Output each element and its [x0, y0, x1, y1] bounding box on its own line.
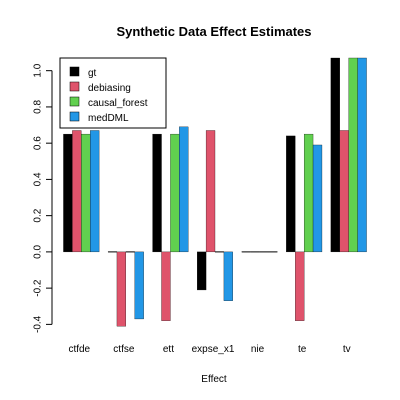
- bar-gt-tv: [330, 57, 340, 253]
- bar-medDML-te: [312, 144, 323, 253]
- y-tick-label-0.2: 0.2: [33, 208, 44, 222]
- y-tick-label-1.0: 1.0: [33, 63, 44, 77]
- x-tick-label-ctfse: ctfse: [113, 344, 135, 355]
- x-tick-label-expse_x1: expse_x1: [192, 344, 235, 355]
- legend-label-gt: gt: [88, 68, 97, 79]
- x-axis-labels: ctfde ctfse ett expse_x1 nie te tv: [68, 344, 350, 355]
- bar-causal_forest-te: [303, 133, 314, 253]
- legend-label-causal_forest: causal_forest: [88, 98, 148, 109]
- bar-gt-te: [286, 135, 296, 253]
- bar-medDML-expse_x1: [223, 251, 233, 301]
- bar-debiasing-expse_x1: [205, 130, 216, 253]
- legend-label-debiasing: debiasing: [88, 83, 131, 94]
- bar-gt-ctfde: [63, 133, 73, 253]
- y-tick-label-0.4: 0.4: [33, 172, 44, 186]
- x-tick-label-ctfde: ctfde: [68, 344, 90, 355]
- y-tick-label--0.2: -0.2: [33, 279, 44, 297]
- bar-causal_forest-tv: [348, 57, 358, 253]
- x-axis-title: Effect: [201, 374, 227, 385]
- bar-medDML-tv: [357, 57, 367, 253]
- legend-swatch-causal_forest: [69, 96, 80, 107]
- y-tick-label--0.4: -0.4: [33, 315, 44, 333]
- bar-medDML-ctfde: [90, 130, 100, 253]
- legend-swatch-gt: [69, 66, 80, 77]
- x-tick-label-tv: tv: [343, 344, 351, 355]
- x-tick-label-ett: ett: [163, 344, 174, 355]
- legend-label-medDML: medDML: [88, 113, 129, 124]
- bar-gt-ett: [152, 133, 162, 253]
- bar-causal_forest-ctfde: [81, 133, 91, 253]
- bar-medDML-ett: [179, 126, 189, 253]
- bar-debiasing-tv: [339, 130, 349, 253]
- bar-medDML-ctfse: [134, 251, 144, 320]
- chart-title: Synthetic Data Effect Estimates: [116, 24, 311, 39]
- x-tick-label-nie: nie: [251, 344, 265, 355]
- bar-debiasing-ett: [161, 251, 171, 321]
- plot-area: [63, 57, 367, 327]
- legend-swatch-debiasing: [69, 81, 80, 92]
- x-tick-label-te: te: [298, 344, 307, 355]
- bar-debiasing-ctfse: [116, 251, 127, 327]
- bar-gt-expse_x1: [197, 251, 207, 291]
- bar-causal_forest-ett: [170, 133, 180, 253]
- y-tick-label-0.6: 0.6: [33, 136, 44, 150]
- legend: gt debiasing causal_forest medDML: [59, 57, 167, 129]
- y-axis: -0.4 -0.2 0.0 0.2 0.4 0.6 0.8 1.0: [33, 63, 53, 333]
- y-tick-label-0.0: 0.0: [33, 245, 44, 259]
- y-tick-label-0.8: 0.8: [33, 100, 44, 114]
- bar-debiasing-ctfde: [72, 130, 82, 253]
- legend-swatch-medDML: [69, 111, 80, 122]
- bar-debiasing-te: [295, 251, 305, 321]
